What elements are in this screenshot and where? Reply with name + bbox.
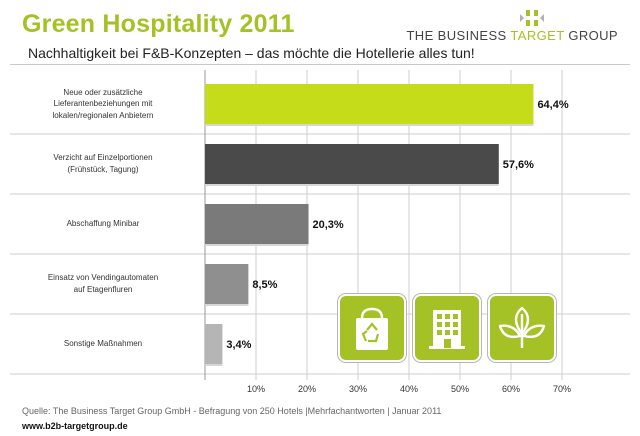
- bar: [205, 84, 534, 124]
- category-label-line: Einsatz von Vendingautomaten: [47, 273, 159, 283]
- hotel-building-tile: [413, 294, 481, 362]
- x-tick-label: 20%: [298, 384, 316, 394]
- bar: [205, 324, 223, 364]
- category-label-line: Neue oder zusätzliche: [63, 87, 143, 97]
- category-label: Verzicht auf Einzelportionen (Frühstück, …: [8, 152, 198, 175]
- icon-tiles: [338, 294, 556, 362]
- category-label: Abschaffung Minibar: [8, 218, 198, 230]
- category-label-line: lokalen/regionalen Anbietern: [52, 110, 154, 120]
- website-link[interactable]: www.b2b-targetgroup.de: [22, 421, 128, 431]
- data-label: 3,4%: [226, 339, 251, 351]
- company-logo: THE BUSINESS TARGET GROUP: [406, 10, 618, 44]
- hotel-building-icon: [429, 310, 465, 349]
- category-label: Sonstige Maßnahmen: [8, 338, 198, 350]
- x-tick-label: 60%: [502, 384, 520, 394]
- bar: [205, 144, 499, 184]
- category-label-line: Verzicht auf Einzelportionen: [53, 153, 153, 163]
- chart-title: Nachhaltigkeit bei F&B-Konzepten – das m…: [28, 45, 475, 61]
- source-note: Quelle: The Business Target Group GmbH -…: [22, 406, 442, 416]
- bar: [205, 204, 309, 244]
- x-tick-label: 10%: [247, 384, 265, 394]
- bar: [205, 264, 249, 304]
- data-label: 20,3%: [313, 219, 344, 231]
- category-label-line: Abschaffung Minibar: [66, 219, 140, 229]
- recycling-bag-icon: [356, 307, 388, 350]
- x-tick-label: 30%: [349, 384, 367, 394]
- data-label: 8,5%: [252, 279, 277, 291]
- category-label: Neue oder zusätzliche Lieferantenbeziehun…: [8, 87, 198, 122]
- data-label: 64,4%: [537, 99, 568, 111]
- category-label-line: (Frühstück, Tagung): [67, 164, 139, 174]
- category-label: Einsatz von Vendingautomaten auf Etagenfl…: [8, 272, 198, 295]
- recycling-bag-tile: [338, 294, 406, 362]
- logo-text: THE BUSINESS TARGET GROUP: [406, 28, 618, 43]
- logo-mark-icon: [520, 10, 544, 26]
- page-title: Green Hospitality 2011: [22, 10, 295, 38]
- x-tick-label: 40%: [400, 384, 418, 394]
- category-label-line: Sonstige Maßnahmen: [63, 339, 143, 349]
- x-tick-label: 70%: [553, 384, 571, 394]
- category-label-line: auf Etagenfluren: [73, 284, 133, 294]
- category-label-line: Lieferantenbeziehungen mit: [53, 99, 153, 109]
- leaves-icon: [498, 306, 546, 348]
- divider: [10, 64, 630, 65]
- x-tick-label: 50%: [451, 384, 469, 394]
- leaves-tile: [488, 294, 556, 362]
- data-label: 57,6%: [503, 159, 534, 171]
